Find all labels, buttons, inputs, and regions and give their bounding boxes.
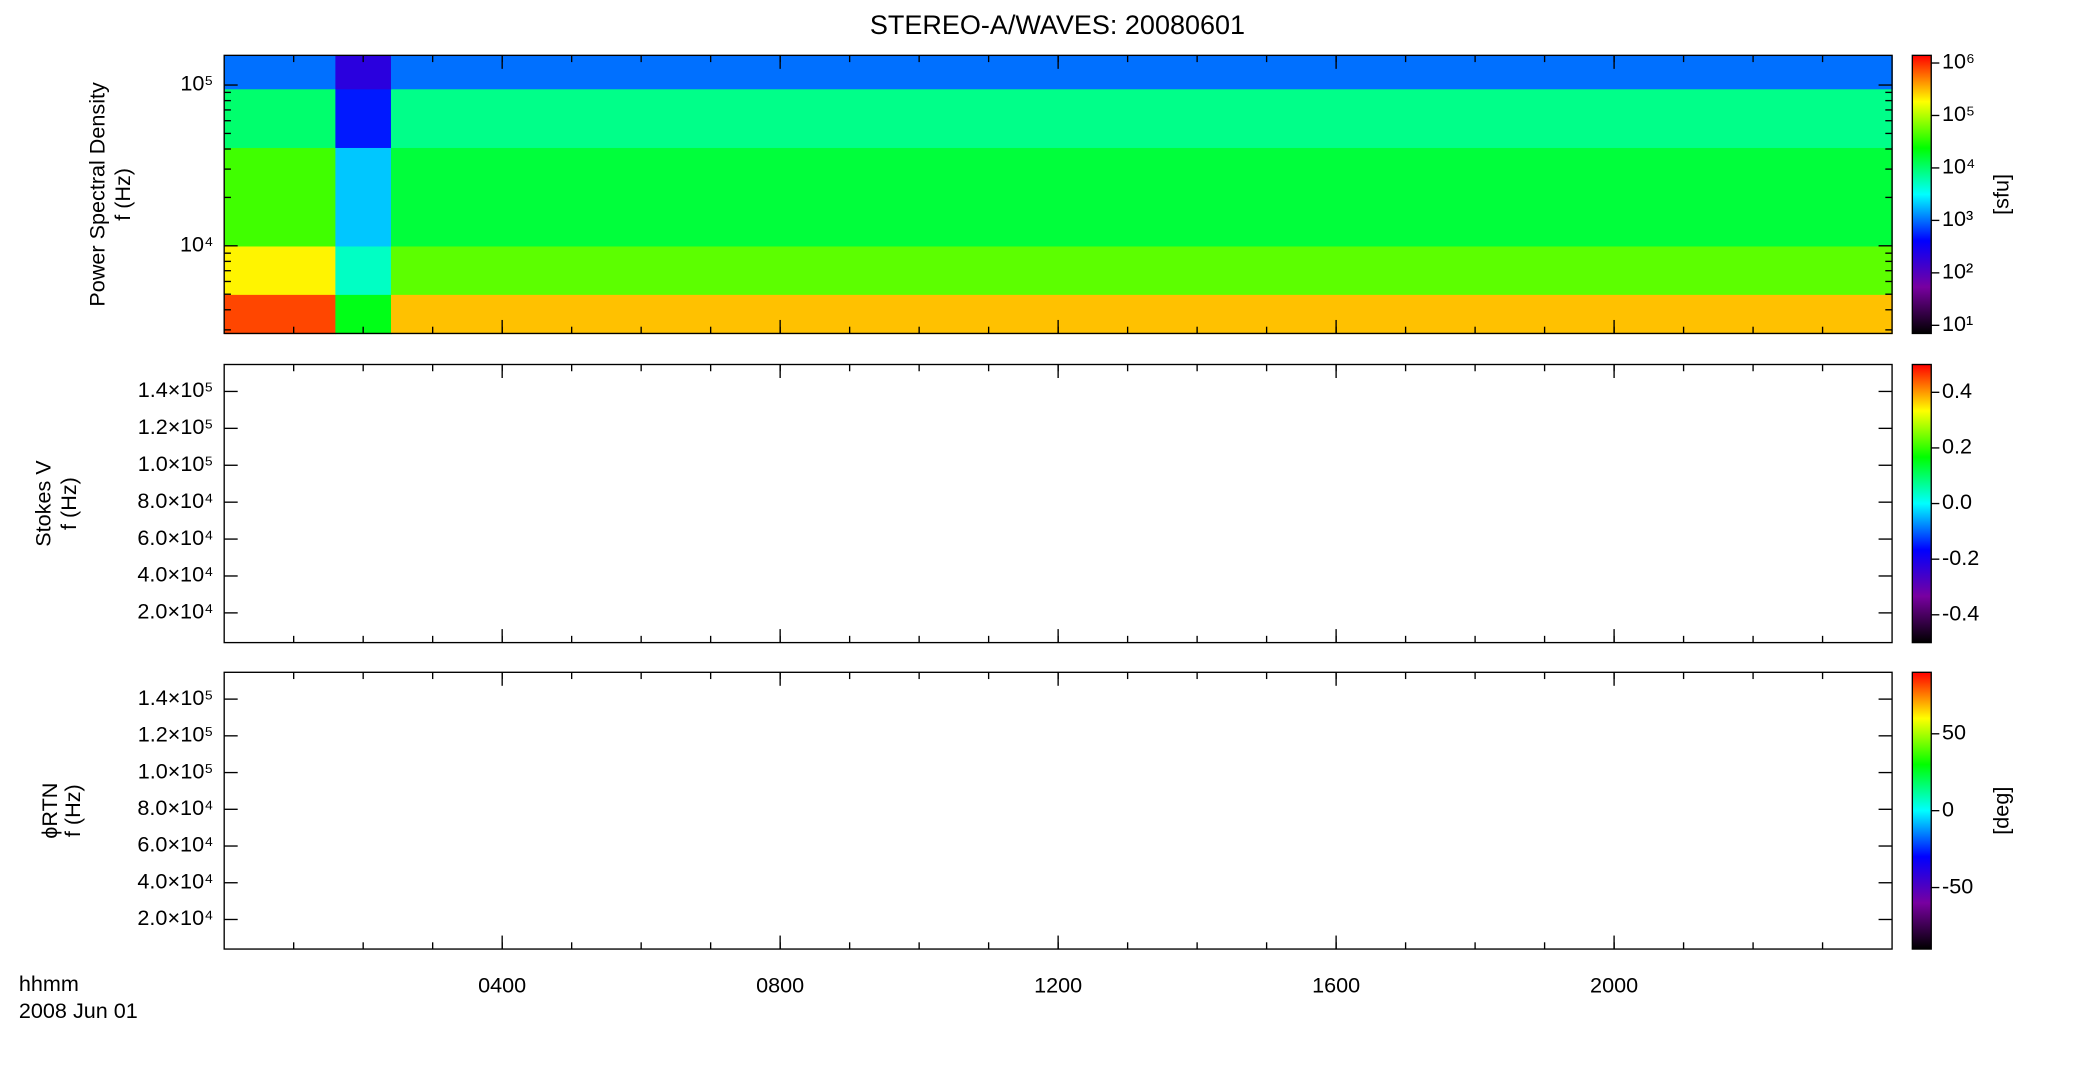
- y-tick-label: 2.0×10⁴: [137, 599, 213, 624]
- colorbar-tick-label: -50: [1942, 873, 1973, 898]
- y-axis-label: f (Hz): [60, 784, 85, 837]
- colorbar-tick-label: 0: [1942, 796, 1954, 821]
- heatmap-cell: [224, 88, 337, 148]
- y-axis-label: ϕRTN: [37, 783, 62, 839]
- y-tick-label: 4.0×10⁴: [137, 868, 213, 893]
- y-tick-label: 4.0×10⁴: [137, 562, 213, 587]
- heatmap-cell: [335, 245, 392, 295]
- heatmap-cell: [390, 245, 1893, 295]
- y-tick-label: 1.0×10⁵: [138, 451, 214, 476]
- x-axis-label: 2008 Jun 01: [19, 998, 138, 1023]
- x-tick-label: 0800: [756, 973, 804, 998]
- y-axis-label: Stokes V: [30, 460, 55, 547]
- heatmap-cell: [390, 88, 1893, 148]
- chart-title: STEREO-A/WAVES: 20080601: [870, 10, 1245, 40]
- plot-frame: [223, 363, 1893, 644]
- y-axis-label: f (Hz): [56, 477, 81, 530]
- colorbar-tick-label: -0.2: [1942, 545, 1979, 570]
- colorbar-tick-label: 50: [1942, 720, 1966, 745]
- y-tick-label: 2.0×10⁴: [137, 905, 213, 930]
- heatmap-cell: [390, 294, 1893, 335]
- colorbar-tick-label: 10⁴: [1942, 154, 1975, 179]
- x-tick-label: 2000: [1590, 973, 1638, 998]
- colorbar-tick-label: 0.0: [1942, 489, 1972, 514]
- y-tick-label: 8.0×10⁴: [137, 795, 213, 820]
- colorbar-label: [sfu]: [1989, 174, 2014, 215]
- heatmap-cell: [335, 88, 392, 148]
- heatmap-cell: [224, 55, 337, 90]
- y-tick-label: 1.2×10⁵: [138, 414, 214, 439]
- y-tick-label: 6.0×10⁴: [137, 832, 213, 857]
- y-tick-label: 6.0×10⁴: [137, 525, 213, 550]
- y-tick-label: 1.4×10⁵: [138, 377, 214, 402]
- y-axis-label: f (Hz): [110, 168, 135, 221]
- x-tick-label: 0400: [478, 973, 526, 998]
- x-axis-label: hhmm: [19, 971, 79, 996]
- heatmap-cell: [335, 147, 392, 247]
- colorbar: [1911, 54, 1932, 335]
- y-tick-label: 10⁵: [180, 71, 213, 96]
- colorbar-tick-label: 10²: [1942, 259, 1973, 284]
- colorbar-label: [deg]: [1989, 787, 2014, 835]
- y-tick-label: 1.2×10⁵: [138, 722, 214, 747]
- heatmap-cell: [224, 294, 337, 335]
- heatmap-cell: [390, 147, 1893, 247]
- y-tick-label: 10⁴: [180, 232, 213, 257]
- colorbar-tick-label: 0.4: [1942, 378, 1972, 403]
- colorbar-tick-label: 10⁶: [1942, 49, 1975, 74]
- x-tick-label: 1600: [1312, 973, 1360, 998]
- colorbar: [1911, 671, 1932, 950]
- heatmap-cell: [224, 147, 337, 247]
- heatmap-cell: [224, 245, 337, 295]
- colorbar: [1911, 363, 1932, 644]
- colorbar-tick-label: -0.4: [1942, 600, 1979, 625]
- y-tick-label: 1.4×10⁵: [138, 685, 214, 710]
- colorbar-tick-label: 0.2: [1942, 434, 1972, 459]
- plot-frame: [223, 671, 1893, 950]
- y-tick-label: 8.0×10⁴: [137, 488, 213, 513]
- colorbar-tick-label: 10⁵: [1942, 101, 1975, 126]
- y-tick-label: 1.0×10⁵: [138, 758, 214, 783]
- heatmap-cell: [390, 55, 1893, 90]
- x-tick-label: 1200: [1034, 973, 1082, 998]
- y-axis-label: Power Spectral Density: [84, 82, 109, 307]
- colorbar-tick-label: 10¹: [1942, 311, 1973, 336]
- colorbar-tick-label: 10³: [1942, 206, 1973, 231]
